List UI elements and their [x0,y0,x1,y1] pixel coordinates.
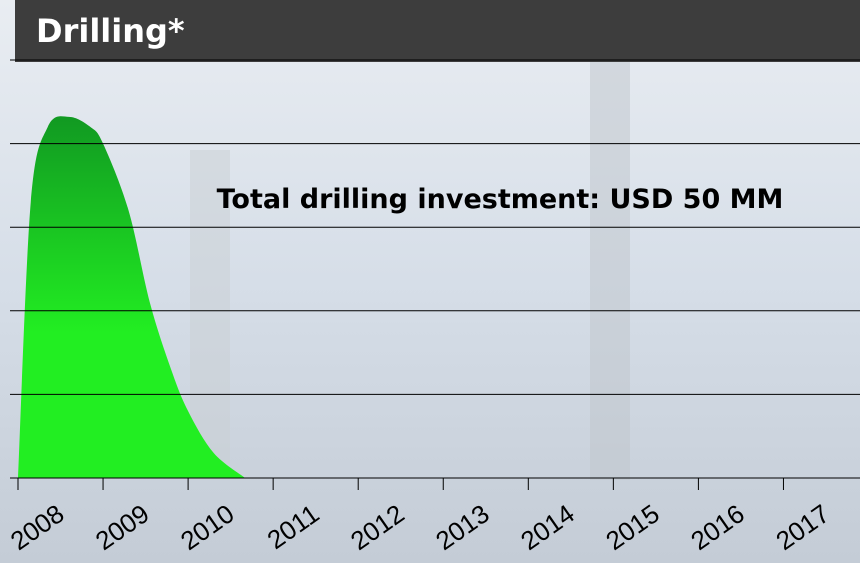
area [18,116,246,479]
rig-silhouette [590,60,630,480]
chart-title: Drilling* [36,12,185,50]
rig-silhouette [190,150,230,480]
title-bar [15,0,860,62]
annotation: Total drilling investment: USD 50 MM [217,184,784,215]
